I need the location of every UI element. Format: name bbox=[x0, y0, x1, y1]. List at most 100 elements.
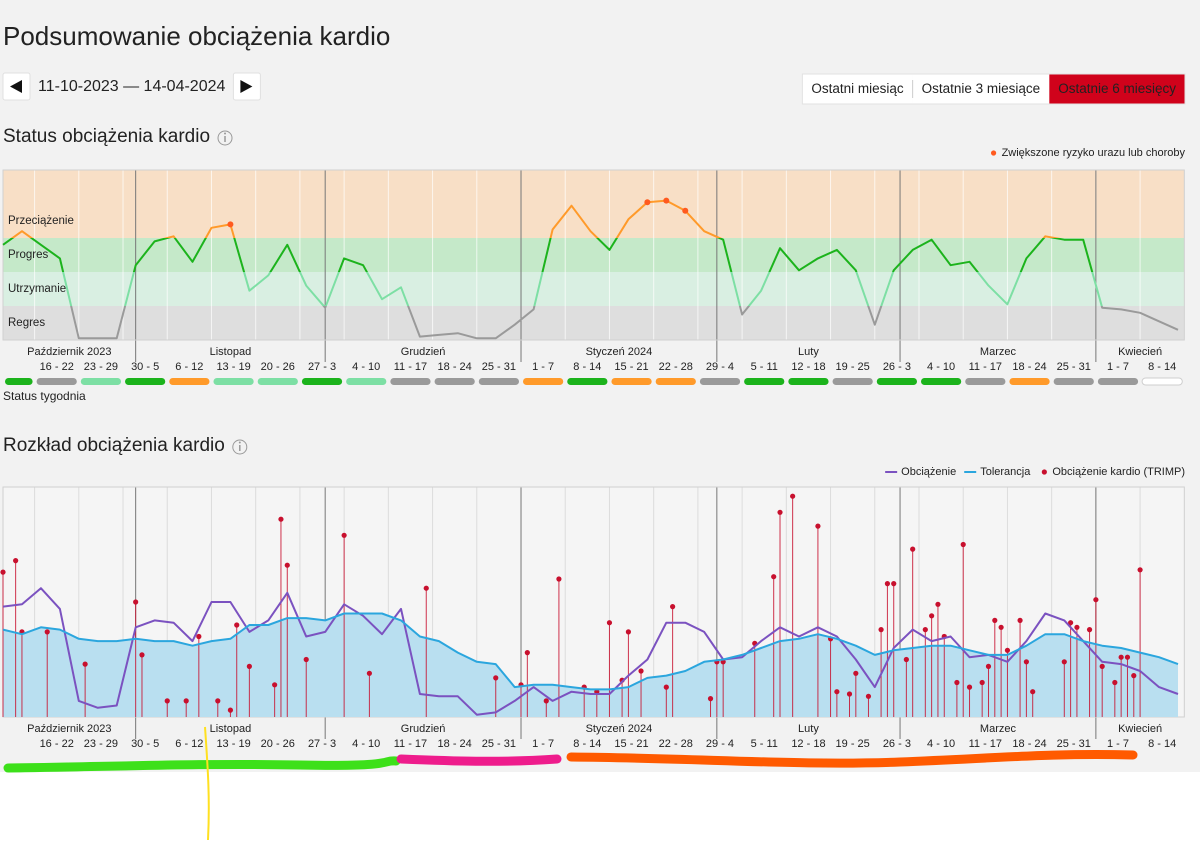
week-status bbox=[5, 378, 33, 385]
range-button-label[interactable]: Ostatnie 6 miesięcy bbox=[1058, 81, 1176, 96]
week-status bbox=[1053, 378, 1094, 385]
trimp-dot bbox=[234, 622, 240, 628]
week-label: 25 - 31 bbox=[482, 361, 516, 373]
trimp-dot bbox=[164, 698, 170, 704]
trimp-dot bbox=[707, 696, 714, 702]
risk-dot bbox=[644, 199, 651, 206]
week-status bbox=[876, 378, 917, 385]
week-label: 1 - 7 bbox=[532, 361, 554, 373]
trimp-dot bbox=[992, 617, 998, 624]
week-label: 8 - 14 bbox=[1148, 361, 1176, 373]
week-status bbox=[478, 378, 520, 385]
week-status bbox=[920, 378, 962, 385]
trimp-dot bbox=[139, 652, 145, 658]
week-label: 11 - 17 bbox=[969, 738, 1002, 750]
trimp-dot bbox=[1017, 617, 1023, 624]
week-status bbox=[125, 378, 166, 385]
week-label: 16 - 22 bbox=[40, 738, 74, 750]
band-label: Przeciążenie bbox=[8, 215, 74, 227]
trimp-dot bbox=[625, 629, 632, 635]
trimp-dot bbox=[771, 574, 777, 580]
week-status bbox=[832, 378, 873, 385]
trimp-dot bbox=[1061, 659, 1067, 665]
range-button[interactable] bbox=[802, 74, 913, 104]
week-label: 23 - 29 bbox=[84, 361, 118, 373]
week-label: 19 - 25 bbox=[836, 361, 870, 373]
legend-label: Zwiększone ryzyko urazu lub choroby bbox=[1002, 147, 1186, 159]
week-label: 18 - 24 bbox=[438, 738, 472, 750]
trimp-dot bbox=[1023, 659, 1029, 665]
trimp-dot bbox=[341, 532, 347, 538]
week-label: 13 - 19 bbox=[216, 361, 250, 373]
trimp-dot bbox=[1137, 567, 1143, 573]
week-status-label: Status tygodnia bbox=[3, 389, 86, 403]
week-label: 25 - 31 bbox=[1057, 738, 1091, 750]
trimp-dot bbox=[278, 516, 284, 522]
week-label: 27 - 3 bbox=[308, 361, 336, 373]
trimp-dot bbox=[815, 523, 821, 529]
week-status bbox=[301, 378, 343, 385]
month-label: Styczeń 2024 bbox=[586, 723, 653, 735]
trimp-dot bbox=[13, 558, 19, 564]
prev-button[interactable] bbox=[2, 72, 31, 101]
info-icon[interactable] bbox=[217, 130, 233, 146]
legend-label: Obciążenie kardio (TRIMP) bbox=[1052, 466, 1185, 478]
trimp-dot bbox=[884, 581, 891, 587]
trimp-dot bbox=[935, 601, 941, 607]
trimp-dot bbox=[1030, 689, 1036, 695]
week-status bbox=[788, 378, 829, 385]
trimp-dot bbox=[423, 585, 429, 591]
week-status bbox=[655, 378, 696, 385]
trimp-dot bbox=[1118, 654, 1124, 660]
week-status bbox=[169, 378, 210, 385]
week-label: 13 - 19 bbox=[216, 738, 250, 750]
week-label: 1 - 7 bbox=[1107, 738, 1129, 750]
week-status bbox=[80, 378, 122, 385]
range-button-label[interactable]: Ostatnie 3 miesiące bbox=[922, 81, 1041, 96]
chart: Status obciążenia kardio Październik 2023… bbox=[2, 126, 1186, 403]
week-label: 1 - 7 bbox=[532, 738, 554, 750]
prev-arrow[interactable] bbox=[10, 80, 22, 93]
week-status bbox=[434, 378, 475, 385]
trimp-dot bbox=[998, 624, 1004, 630]
trimp-dot bbox=[903, 656, 909, 663]
tolerance-area bbox=[3, 613, 1178, 717]
plot-area bbox=[3, 170, 1185, 362]
week-status bbox=[965, 378, 1006, 385]
plot-border bbox=[2, 169, 1185, 341]
trimp-dot bbox=[1093, 597, 1099, 603]
week-label: 22 - 28 bbox=[659, 738, 693, 750]
trimp-dot bbox=[878, 627, 884, 633]
info-icon[interactable] bbox=[232, 439, 248, 455]
week-label: 15 - 21 bbox=[614, 361, 648, 373]
week-label: 26 - 3 bbox=[883, 738, 911, 750]
week-label: 5 - 11 bbox=[751, 738, 778, 750]
trimp-dot bbox=[272, 682, 278, 688]
week-label: 29 - 4 bbox=[706, 738, 734, 750]
info-icon-dot bbox=[238, 441, 241, 444]
week-label: 25 - 31 bbox=[482, 738, 516, 750]
week-status bbox=[1097, 378, 1139, 385]
week-label: 29 - 4 bbox=[706, 361, 734, 373]
week-label: 8 - 14 bbox=[1148, 738, 1176, 750]
trimp-dot bbox=[853, 670, 859, 676]
week-label: 30 - 5 bbox=[131, 738, 159, 750]
next-button[interactable] bbox=[232, 72, 261, 101]
range-button[interactable] bbox=[1049, 74, 1185, 104]
week-label: 16 - 22 bbox=[40, 361, 74, 373]
range-button-label[interactable]: Ostatni miesiąc bbox=[811, 81, 904, 96]
legend-swatch bbox=[1041, 469, 1047, 475]
week-label: 8 - 14 bbox=[573, 361, 601, 373]
week-label: 5 - 11 bbox=[751, 361, 778, 373]
next-arrow[interactable] bbox=[240, 80, 253, 93]
trimp-dot bbox=[985, 663, 992, 670]
week-label: 23 - 29 bbox=[84, 738, 118, 750]
risk-dot bbox=[663, 197, 670, 204]
week-label: 20 - 26 bbox=[261, 361, 295, 373]
trimp-dot bbox=[638, 668, 644, 674]
trimp-dot bbox=[922, 627, 928, 633]
range-button[interactable] bbox=[912, 74, 1050, 104]
week-label: 15 - 21 bbox=[614, 738, 648, 750]
week-label: 18 - 24 bbox=[1012, 738, 1046, 750]
